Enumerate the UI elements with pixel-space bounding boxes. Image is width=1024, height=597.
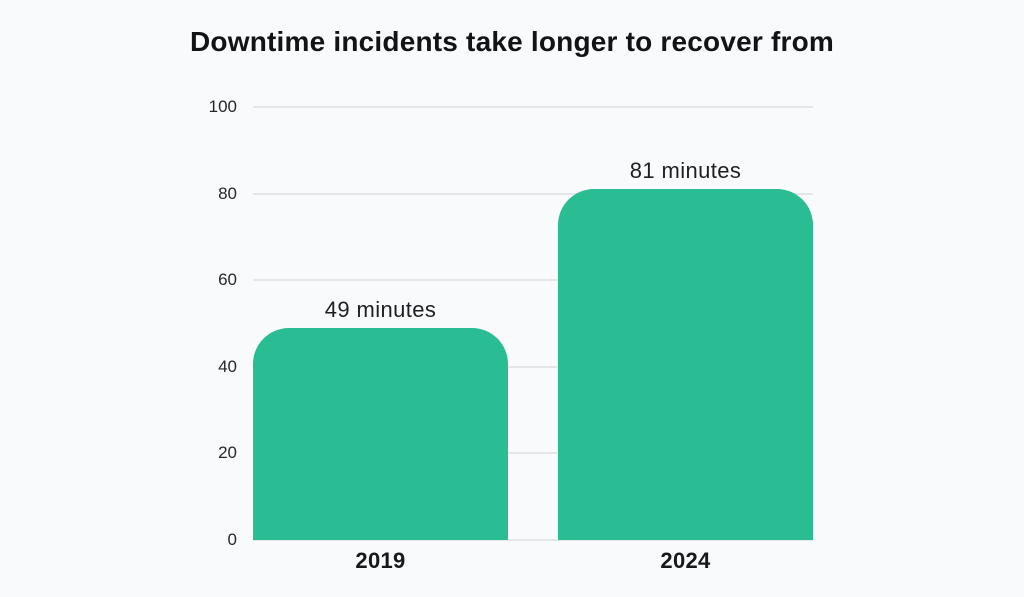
gridline-60: [253, 279, 813, 282]
y-tick-label-100: 100: [208, 97, 237, 116]
bar-2019: [253, 327, 508, 540]
y-tick-label-60: 60: [218, 270, 237, 290]
y-tick-label-40: 40: [218, 356, 237, 376]
y-tick-label-20: 20: [218, 443, 237, 463]
x-tick-label-2024: 2024: [660, 548, 711, 573]
gridline-100: [253, 106, 813, 108]
x-tick-label-2019: 2019: [355, 548, 406, 573]
bar-value-label-2019: 49 minutes: [324, 296, 437, 322]
gridline-80: [253, 192, 813, 195]
y-tick-label-80: 80: [218, 183, 237, 203]
chart-title: Downtime incidents take longer to recove…: [190, 26, 834, 57]
plot-area: 49 minutes 2019 81 minutes 2024: [253, 106, 813, 573]
bar-chart: 0 20 40 60 80 100 49 minutes 2019 81 minutes 202…: [190, 95, 813, 590]
gridline-40: [253, 365, 813, 368]
gridline-0: [253, 539, 813, 541]
bar-value-label-2024: 81 minutes: [629, 158, 742, 184]
y-tick-label-0: 0: [227, 530, 237, 549]
gridline-20: [253, 452, 813, 455]
y-axis: 0 20 40 60 80 100: [190, 97, 237, 549]
bar-2024: [558, 189, 813, 540]
